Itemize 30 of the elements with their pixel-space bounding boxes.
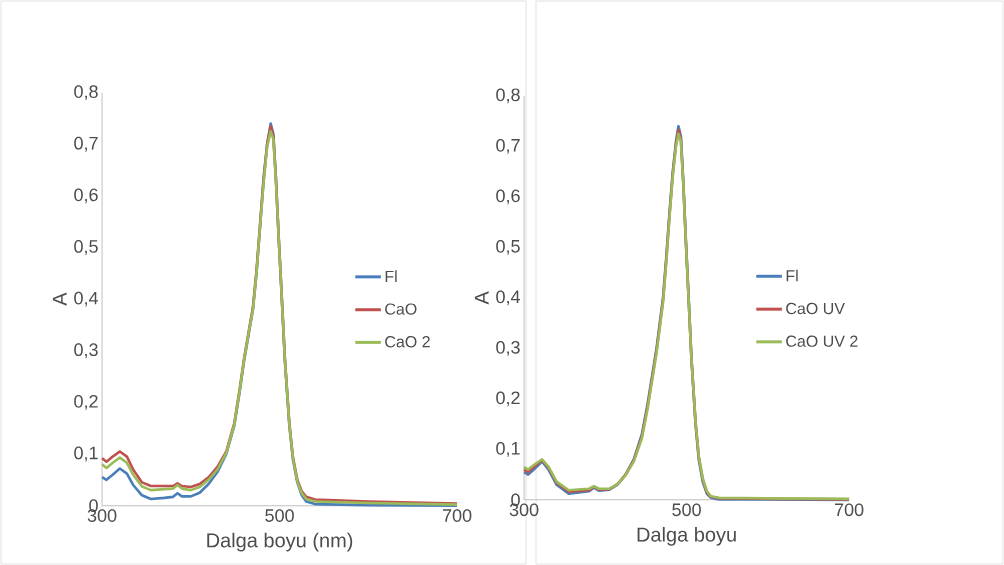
y-axis-title: A <box>474 291 489 305</box>
y-tick-label: 0,2 <box>74 394 98 410</box>
x-axis-title: Dalga boyu <box>637 527 736 546</box>
x-tick-label: 500 <box>265 509 294 522</box>
y-tick-label: 0,4 <box>496 290 521 306</box>
y-axis-title: A <box>52 292 67 306</box>
x-tick-label: 500 <box>672 503 701 517</box>
y-tick-label: 0,1 <box>74 446 98 462</box>
y-tick-label: 0,2 <box>496 391 520 407</box>
y-tick-label: 0,6 <box>496 189 520 205</box>
legend-label: CaO 2 <box>385 336 430 348</box>
y-tick-label: 0,5 <box>496 239 520 255</box>
y-tick-label: 0,8 <box>74 85 98 101</box>
legend-label: CaO UV 2 <box>786 335 858 347</box>
y-tick-label: 0,6 <box>74 188 98 204</box>
legend-label: Fl <box>786 269 798 282</box>
y-tick-label: 0,7 <box>74 136 98 152</box>
y-tick-label: 0,8 <box>496 88 520 104</box>
x-axis-title: Dalga boyu (nm) <box>207 532 353 552</box>
y-tick-label: 0,7 <box>496 138 520 154</box>
legend-label: CaO UV <box>786 302 845 315</box>
legend-label: Fl <box>385 270 397 282</box>
y-tick-label: 0,3 <box>496 340 520 356</box>
y-tick-label: 0,1 <box>496 441 520 457</box>
y-tick-label: 0,5 <box>74 240 98 255</box>
y-tick-label: 0,3 <box>74 343 98 359</box>
x-tick-label: 700 <box>442 509 472 522</box>
x-tick-label: 700 <box>834 503 864 517</box>
legend-label: CaO <box>385 303 417 315</box>
y-tick-label: 0,4 <box>74 291 99 307</box>
